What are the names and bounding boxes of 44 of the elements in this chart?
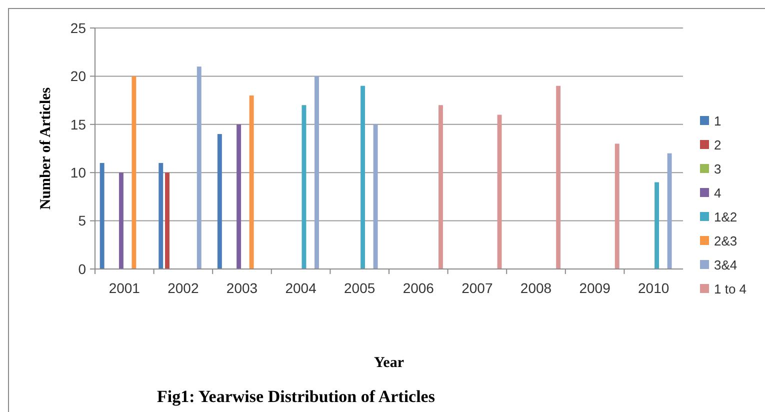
- x-tick-label: 2007: [462, 280, 493, 296]
- x-tick-label: 2002: [168, 280, 199, 296]
- y-tick-label: 20: [70, 68, 86, 84]
- y-tick-label: 0: [78, 260, 86, 277]
- bar: [132, 76, 136, 269]
- x-tick-label: 2003: [226, 280, 258, 296]
- bar: [158, 162, 164, 269]
- bar: [438, 105, 443, 269]
- bar: [556, 86, 561, 269]
- bar: [196, 66, 202, 269]
- x-axis-title: Year: [374, 355, 404, 371]
- y-tick-label: 15: [70, 116, 86, 132]
- text: Fig1: Yearwise Distribution of Articles: [157, 387, 436, 406]
- x-tick-label: 2004: [285, 280, 317, 296]
- bar: [118, 172, 124, 269]
- x-tick-label: 2005: [344, 280, 376, 296]
- bar: [667, 153, 672, 269]
- bar: [217, 134, 222, 269]
- bar: [654, 182, 660, 269]
- legend-label: 1: [714, 114, 722, 129]
- legend-label: 3&4: [714, 258, 738, 273]
- x-tick-label: 2009: [579, 280, 611, 296]
- x-tick-label: 2006: [402, 280, 434, 296]
- x-tick-label: 2008: [520, 280, 552, 296]
- legend-label: 1&2: [714, 210, 738, 225]
- bar: [236, 124, 242, 269]
- bar: [165, 172, 170, 269]
- bar: [249, 95, 254, 269]
- legend-label: 2&3: [714, 234, 738, 249]
- x-tick-label: 2010: [638, 280, 670, 296]
- x-tick-label: 2001: [108, 280, 140, 296]
- bar: [100, 162, 104, 269]
- bar: [614, 144, 620, 269]
- legend-label: 2: [714, 138, 722, 153]
- bar: [373, 124, 378, 269]
- legend-label: 4: [714, 186, 722, 201]
- y-axis-title: Number of Articles: [38, 87, 54, 210]
- y-tick-label: 5: [78, 212, 86, 229]
- legend-label: 1 to 4: [714, 282, 747, 297]
- bar: [360, 86, 366, 269]
- legend-label: 3: [714, 162, 722, 177]
- y-tick-label: 10: [70, 164, 86, 180]
- y-tick-label: 25: [70, 20, 86, 36]
- bar: [314, 76, 319, 269]
